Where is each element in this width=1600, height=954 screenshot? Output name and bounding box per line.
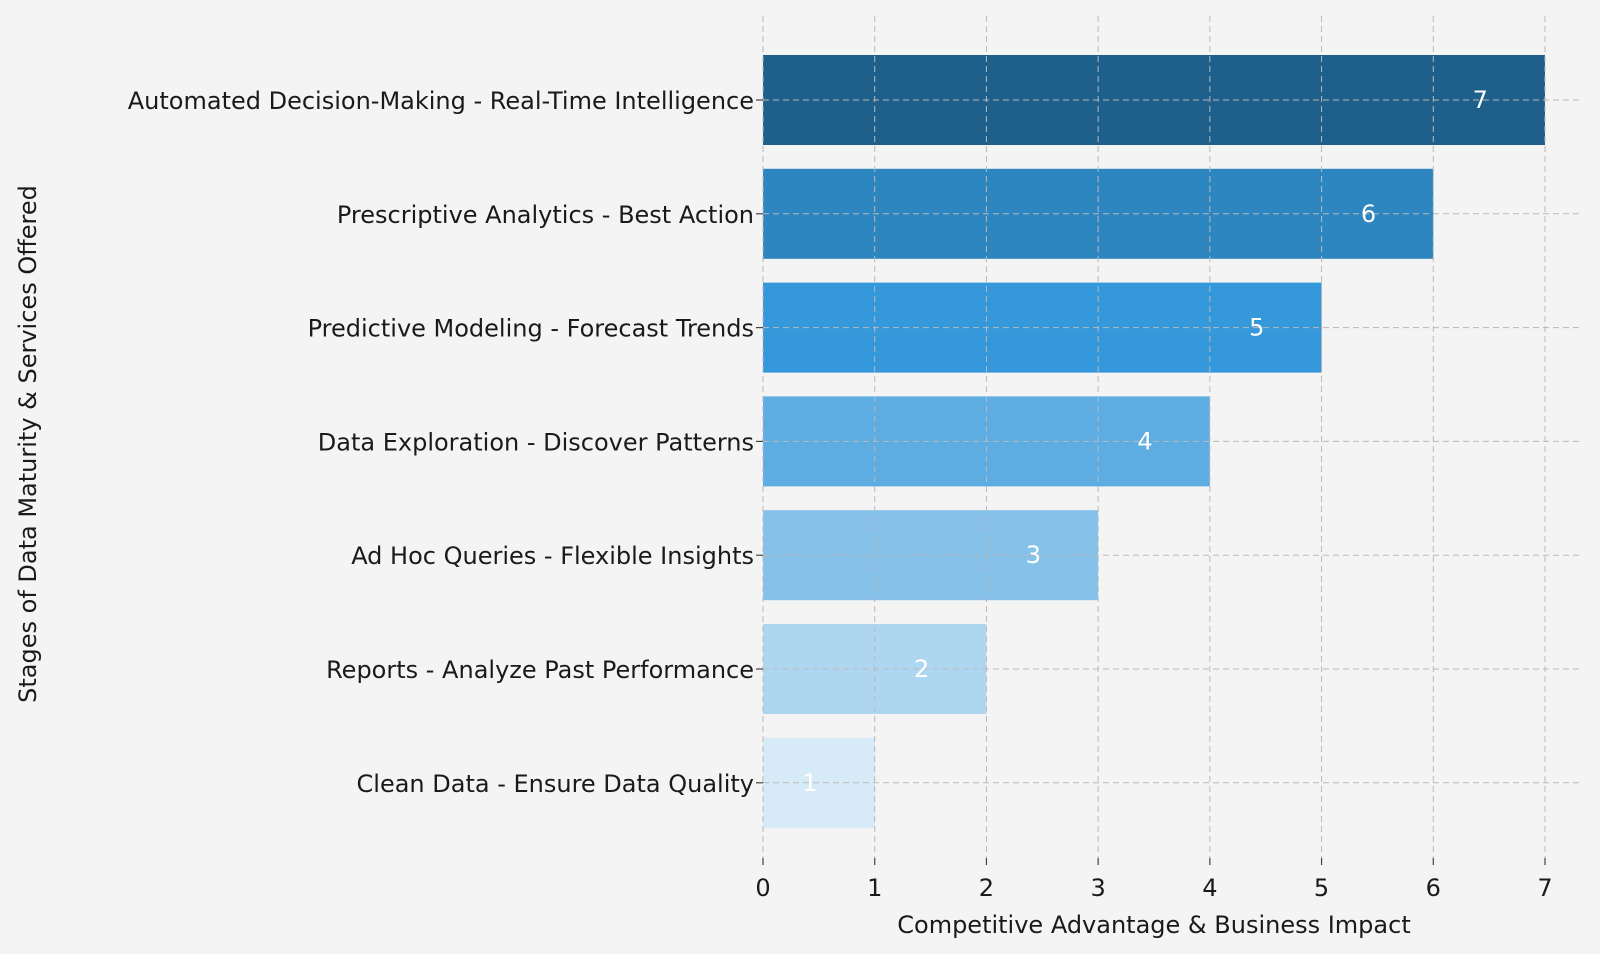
x-tick-label: 3 — [1091, 874, 1106, 902]
x-tick-label: 0 — [755, 874, 770, 902]
x-axis-title: Competitive Advantage & Business Impact — [897, 911, 1410, 939]
category-label: Reports - Analyze Past Performance — [326, 656, 754, 684]
x-tick-label: 4 — [1202, 874, 1217, 902]
x-tick-label: 5 — [1314, 874, 1329, 902]
x-axis-ticks: 0 1 2 3 4 5 6 7 — [755, 858, 1553, 902]
bar-value-label: 5 — [1249, 314, 1264, 342]
x-tick-label: 6 — [1426, 874, 1441, 902]
bar-value-label: 7 — [1473, 86, 1488, 114]
category-label: Clean Data - Ensure Data Quality — [357, 770, 754, 798]
bar-value-label: 2 — [914, 655, 929, 683]
bar-value-label: 1 — [802, 769, 817, 797]
bar-value-label: 3 — [1026, 541, 1041, 569]
grid — [762, 16, 1582, 858]
category-labels: Automated Decision-Making - Real-Time In… — [128, 87, 763, 798]
bar-value-label: 4 — [1137, 427, 1152, 455]
category-label: Prescriptive Analytics - Best Action — [337, 201, 754, 229]
x-tick-label: 7 — [1537, 874, 1552, 902]
y-axis-title: Stages of Data Maturity & Services Offer… — [14, 185, 42, 703]
x-tick-label: 1 — [867, 874, 882, 902]
category-label: Ad Hoc Queries - Flexible Insights — [351, 542, 754, 570]
category-label: Data Exploration - Discover Patterns — [318, 428, 754, 456]
category-label: Automated Decision-Making - Real-Time In… — [128, 87, 754, 115]
bar-value-label: 6 — [1361, 200, 1376, 228]
category-label: Predictive Modeling - Forecast Trends — [308, 315, 754, 343]
bar-value-labels: 7 6 5 4 3 2 1 — [802, 86, 1488, 797]
x-tick-label: 2 — [979, 874, 994, 902]
